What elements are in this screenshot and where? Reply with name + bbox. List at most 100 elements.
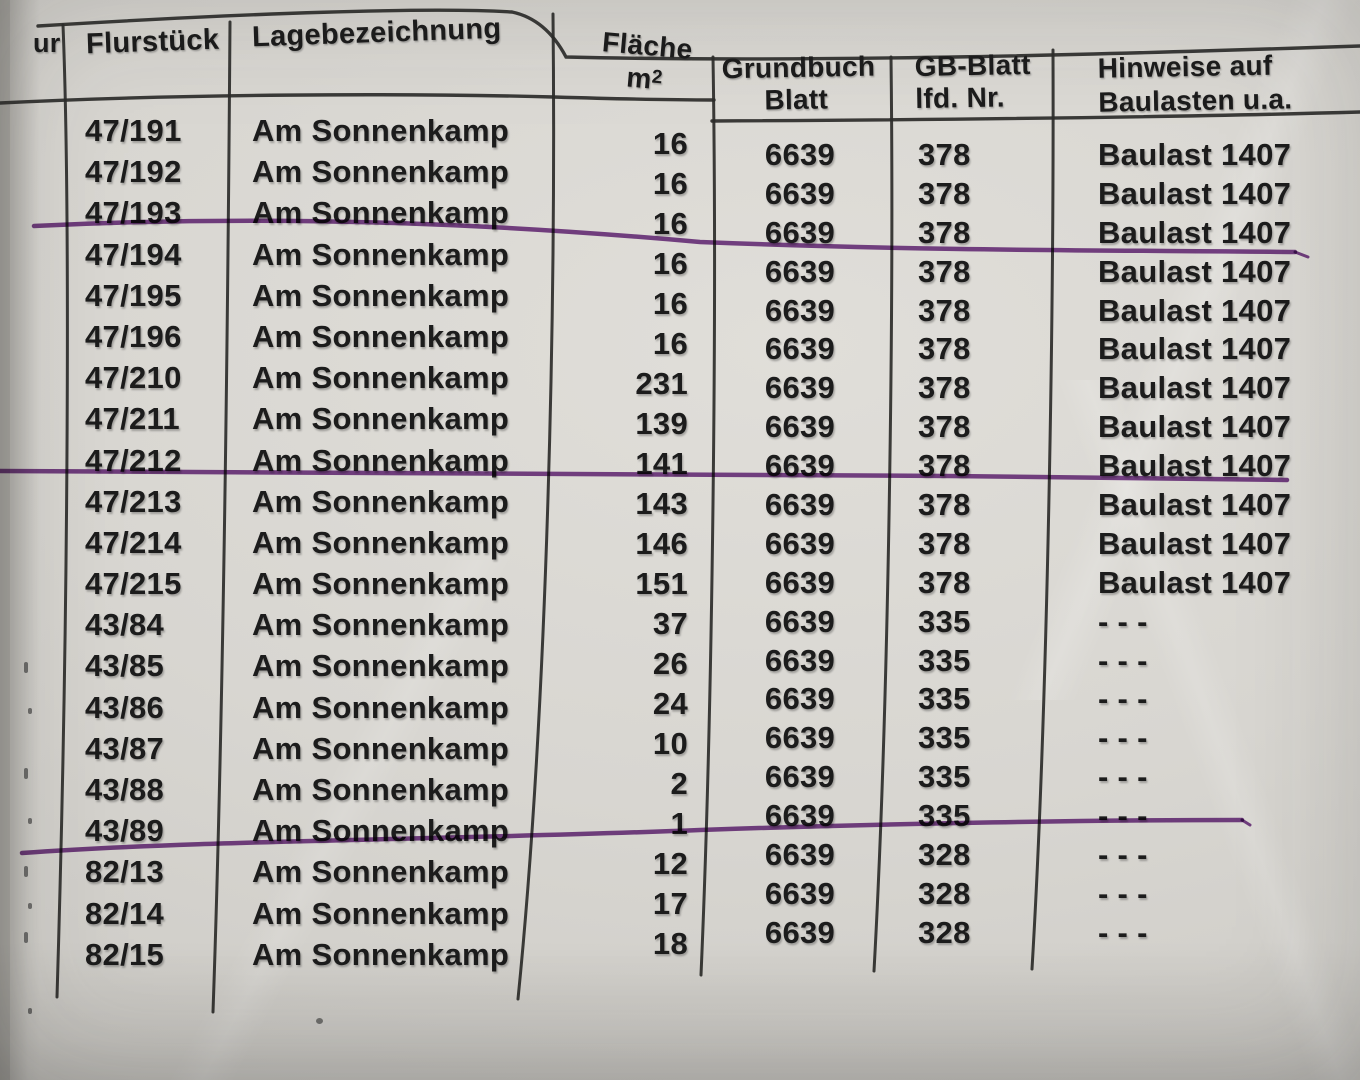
cell-gb_lfd: 328 — [918, 914, 971, 950]
cell-grundbuch: 6639 — [764, 214, 836, 250]
cell-flurstueck: 47/215 — [85, 566, 182, 602]
cell-lage: Am Sonnenkamp — [252, 442, 510, 478]
cell-lage: Am Sonnenkamp — [252, 934, 552, 975]
grundbuch-line1: Grundbuch — [721, 50, 876, 85]
cell-flaeche: 143 — [635, 486, 688, 521]
cell-hinweis: Baulast 1407 — [1098, 409, 1292, 445]
cell-grundbuch: 6639 — [764, 642, 836, 678]
bottom-shading — [0, 940, 1360, 1080]
cell-gb_lfd: 378 — [918, 137, 971, 172]
cell-hinweis: Baulast 1407 — [1098, 525, 1292, 561]
paper-speck — [316, 1018, 323, 1024]
cell-flurstueck: 47/192 — [85, 154, 182, 190]
cell-flaeche: 12 — [652, 846, 688, 881]
grundbuch-line2: Blatt — [764, 83, 829, 116]
cell-flurstueck: 47/196 — [85, 318, 182, 354]
cell-lage: Am Sonnenkamp — [252, 566, 510, 602]
cell-flurstueck: 43/84 — [85, 607, 165, 643]
column-header-partial-flur: ur — [33, 28, 61, 58]
cell-hinweis: - - - — [1098, 603, 1148, 639]
cell-lage: Am Sonnenkamp — [252, 524, 510, 560]
cell-flurstueck: 47/191 — [85, 113, 182, 148]
cell-grundbuch: 6639 — [764, 487, 836, 523]
cell-lage: Am Sonnenkamp — [252, 607, 510, 643]
cell-lage: Am Sonnenkamp — [252, 195, 510, 231]
cell-gb_lfd: 328 — [918, 837, 971, 873]
cell-grundbuch: 6639 — [764, 409, 836, 445]
cell-grundbuch: 6639 — [764, 720, 836, 756]
margin-mark — [28, 818, 32, 824]
cell-flaeche: 26 — [652, 646, 688, 681]
cell-hinweis: Baulast 1407 — [1098, 137, 1292, 172]
cell-grundbuch: 6639 — [764, 837, 836, 873]
cell-lage: Am Sonnenkamp — [252, 813, 510, 849]
margin-mark — [24, 768, 28, 779]
cell-hinweis: - - - — [1098, 914, 1148, 950]
cell-flurstueck: 43/87 — [85, 730, 165, 766]
cell-hinweis: Baulast 1407 — [1098, 214, 1292, 250]
cell-lage: Am Sonnenkamp — [252, 236, 510, 272]
cell-hinweis: Baulast 1407 — [1098, 331, 1292, 367]
cell-flurstueck: 43/88 — [85, 772, 165, 807]
cell-flaeche: 16 — [652, 126, 688, 161]
cell-flurstueck: 47/213 — [85, 483, 182, 519]
cell-hinweis: Baulast 1407 — [1098, 175, 1292, 211]
column-flaeche: 16 16 16 16 16 16 231 139 141 143 146 151 37 26 24 10 2 1… — [548, 124, 688, 964]
cell-grundbuch: 6639 — [764, 681, 836, 717]
cell-grundbuch: 6639 — [764, 253, 836, 289]
cell-lage: Am Sonnenkamp — [252, 730, 510, 766]
cell-hinweis: Baulast 1407 — [1098, 253, 1292, 289]
cell-hinweis: - - - — [1098, 681, 1148, 717]
cell-flaeche: 37 — [652, 606, 688, 641]
cell-grundbuch: 6639 — [764, 175, 836, 211]
cell-flaeche: 139 — [635, 406, 688, 441]
cell-hinweis: - - - — [1098, 875, 1148, 911]
cell-lage: Am Sonnenkamp — [252, 483, 510, 519]
cell-gb_lfd: 328 — [918, 875, 971, 911]
cell-gb_lfd: 335 — [918, 681, 971, 717]
column-lagebezeichnung: Am Sonnenkamp Am Sonnenkamp Am Sonnenkamp A… — [252, 110, 552, 975]
hinweise-line1: Hinweise auf — [1097, 49, 1273, 84]
cell-grundbuch: 6639 — [764, 564, 836, 600]
cell-flurstueck: 47/193 — [85, 195, 182, 231]
cell-gb_lfd: 378 — [918, 331, 971, 367]
column-header-hinweise: Hinweise auf Baulasten u.a. — [1097, 48, 1292, 119]
cell-hinweis: - - - — [1098, 642, 1148, 678]
cell-hinweis: Baulast 1407 — [1098, 292, 1292, 328]
cell-lage: Am Sonnenkamp — [252, 277, 510, 313]
cell-flurstueck: 43/86 — [85, 689, 165, 725]
cell-gb_lfd: 378 — [918, 564, 971, 600]
cell-flurstueck: 47/211 — [85, 401, 180, 437]
gb-blatt-line2: lfd. Nr. — [915, 81, 1006, 115]
cell-lage: Am Sonnenkamp — [252, 895, 510, 931]
cell-lage: Am Sonnenkamp — [252, 154, 510, 190]
cell-hinweis: Baulast 1407 — [1098, 487, 1292, 523]
cell-flaeche: 141 — [635, 446, 688, 481]
cell-flurstueck: 82/14 — [85, 895, 165, 931]
cell-gb_lfd: 378 — [918, 214, 971, 250]
cell-lage: Am Sonnenkamp — [252, 318, 510, 354]
cell-hinweis: Baulast 1407 — [1098, 564, 1292, 600]
cell-grundbuch: 6639 — [764, 331, 836, 367]
cell-lage: Am Sonnenkamp — [252, 113, 510, 148]
cell-lage: Am Sonnenkamp — [252, 854, 510, 890]
cell-hinweis: Baulast 1407 — [1098, 370, 1292, 406]
cell-gb_lfd: 378 — [918, 253, 971, 289]
column-gb-blatt-lfd-nr: 378 378 378 378 378 378 378 378 378 378 378 378 335 3… — [918, 136, 1028, 953]
cell-hinweis: - - - — [1098, 720, 1148, 756]
cell-flurstueck: 47/195 — [85, 277, 182, 313]
cell-flaeche: 16 — [652, 166, 688, 201]
gb-blatt-line1: GB-Blatt — [914, 48, 1031, 83]
cell-gb_lfd: 335 — [918, 642, 971, 678]
cell-flurstueck: 47/214 — [85, 524, 182, 560]
page-left-edge-dark — [0, 0, 10, 1080]
cell-lage: Am Sonnenkamp — [252, 360, 510, 396]
cell-flaeche: 16 — [652, 326, 688, 361]
cell-flaeche: 10 — [652, 726, 688, 761]
margin-mark — [24, 932, 28, 943]
cell-gb_lfd: 335 — [918, 720, 971, 756]
margin-mark — [28, 903, 32, 909]
cell-gb_lfd: 378 — [918, 448, 971, 484]
column-flurstueck: 47/191 47/192 47/193 47/194 47/195 47/196 47/2… — [85, 110, 235, 975]
cell-flaeche: 2 — [670, 766, 688, 801]
